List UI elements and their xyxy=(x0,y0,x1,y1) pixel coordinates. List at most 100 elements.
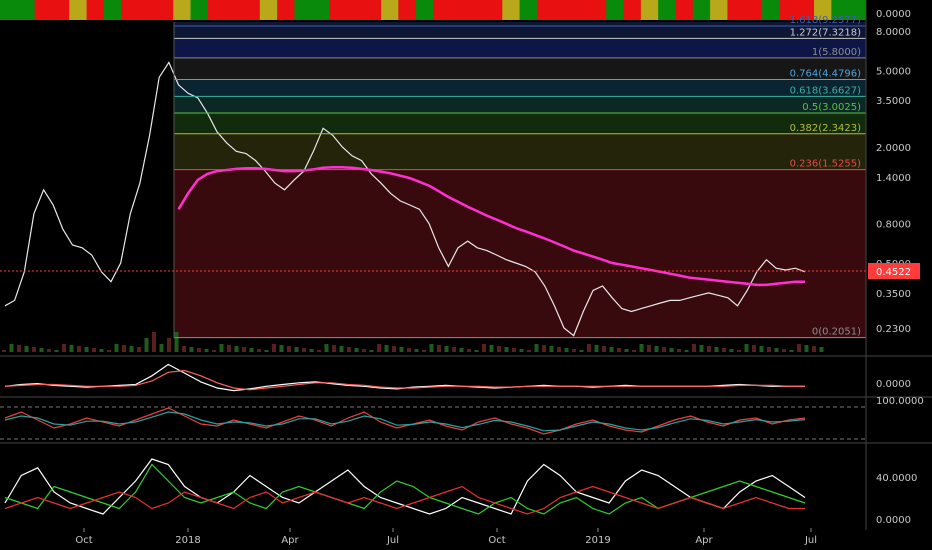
heat-cell xyxy=(519,0,538,20)
heat-cell xyxy=(554,0,573,20)
heat-cell xyxy=(536,0,555,20)
volume-bar xyxy=(39,348,44,352)
last-price-tag: 0.4522 xyxy=(868,263,920,279)
price-series-line xyxy=(4,61,806,337)
volume-bar xyxy=(152,332,156,352)
x-tick-label: Jul xyxy=(804,535,817,546)
volume-bar xyxy=(624,349,629,352)
volume-bar xyxy=(557,347,561,352)
volume-bar xyxy=(414,349,419,352)
heat-cell xyxy=(277,0,295,20)
volume-bar xyxy=(752,345,756,352)
heat-cell xyxy=(294,0,313,20)
volume-bar xyxy=(242,347,246,352)
heat-cell xyxy=(259,0,278,20)
y-tick-label: 0.0000 xyxy=(876,515,911,526)
heat-cell xyxy=(173,0,192,20)
volume-bar xyxy=(504,347,509,352)
y-tick-label: 1.4000 xyxy=(876,173,911,184)
volume-bar xyxy=(99,349,104,352)
fib-zone xyxy=(174,113,866,134)
volume-bar xyxy=(339,346,344,352)
volume-bar xyxy=(62,344,66,352)
heat-cell xyxy=(225,0,243,20)
heat-cell xyxy=(103,0,122,20)
heat-cell xyxy=(467,0,486,20)
heat-cell xyxy=(831,0,850,20)
volume-bar xyxy=(639,344,644,352)
volume-bar xyxy=(549,346,554,352)
price-series xyxy=(4,61,806,337)
volume-bar xyxy=(272,344,276,352)
y-tick-label: 5.0000 xyxy=(876,66,911,77)
volume-bar xyxy=(204,349,209,352)
heat-cell xyxy=(433,0,451,20)
volume-bar xyxy=(707,346,711,352)
x-axis[interactable]: Oct 2018 Apr Jul Oct 2019 Apr Jul xyxy=(75,528,817,546)
volume-bar xyxy=(422,350,426,352)
volume-bar xyxy=(452,347,456,352)
volume-bar xyxy=(564,348,569,352)
heat-cell xyxy=(190,0,209,20)
heat-cell xyxy=(658,0,676,20)
osc-line xyxy=(4,485,805,515)
osc-line xyxy=(4,407,806,435)
volume-bar xyxy=(392,346,396,352)
volume-bar xyxy=(767,347,771,352)
top-heat-strip xyxy=(0,0,867,20)
fib-zone xyxy=(174,22,866,39)
volume-bar xyxy=(347,347,351,352)
volume-bar xyxy=(354,348,359,352)
volume-bar xyxy=(714,347,719,352)
volume-bar xyxy=(527,350,531,352)
volume-bar xyxy=(437,345,441,352)
volume-bar xyxy=(519,349,524,352)
heat-cell xyxy=(381,0,399,20)
volume-bar xyxy=(677,349,681,352)
fib-label: 0.618(3.6627) xyxy=(790,85,862,96)
heat-cell xyxy=(692,0,711,20)
volume-bar xyxy=(227,345,231,352)
volume-bar xyxy=(512,348,516,352)
volume-bar xyxy=(542,345,546,352)
volume-bar xyxy=(489,345,494,352)
volume-bar xyxy=(459,348,464,352)
fib-zone xyxy=(174,96,866,114)
y-tick-label: 0.8000 xyxy=(876,220,911,231)
volume-bar xyxy=(219,344,224,352)
volume-bar xyxy=(287,346,291,352)
volume-bar xyxy=(249,348,254,352)
volume-bar xyxy=(797,344,801,352)
volume-bar xyxy=(32,347,36,352)
heat-cell xyxy=(710,0,728,20)
fib-label: 0.764(4.4796) xyxy=(790,69,862,80)
volume-bar xyxy=(324,344,329,352)
heat-cell xyxy=(329,0,347,20)
volume-bar xyxy=(114,344,119,352)
volume-bar xyxy=(647,345,651,352)
heat-cell xyxy=(484,0,503,20)
heat-cell xyxy=(155,0,174,20)
fib-labels: 1.618(9.2577)1.272(7.3218) 1(5.8000) 0.764… xyxy=(173,15,866,339)
volume-bar xyxy=(594,345,599,352)
volume-bar xyxy=(122,345,126,352)
volume-bar xyxy=(369,350,374,352)
heat-cell xyxy=(779,0,798,20)
volume-bar xyxy=(789,350,794,352)
volume-bar xyxy=(302,348,306,352)
volume-bar xyxy=(264,350,269,352)
volume-bar xyxy=(234,346,239,352)
fib-label: 1.272(7.3218) xyxy=(790,27,862,38)
x-tick-label: Apr xyxy=(281,535,299,546)
volume-bar xyxy=(384,345,389,352)
volume-bar xyxy=(497,346,501,352)
heat-cell xyxy=(796,0,815,20)
volume-bar xyxy=(407,348,411,352)
heat-cell xyxy=(675,0,694,20)
heat-cell xyxy=(814,0,832,20)
heat-cell xyxy=(640,0,659,20)
osc1 xyxy=(4,363,805,392)
volume-bar xyxy=(182,346,186,352)
volume-bar xyxy=(294,347,299,352)
